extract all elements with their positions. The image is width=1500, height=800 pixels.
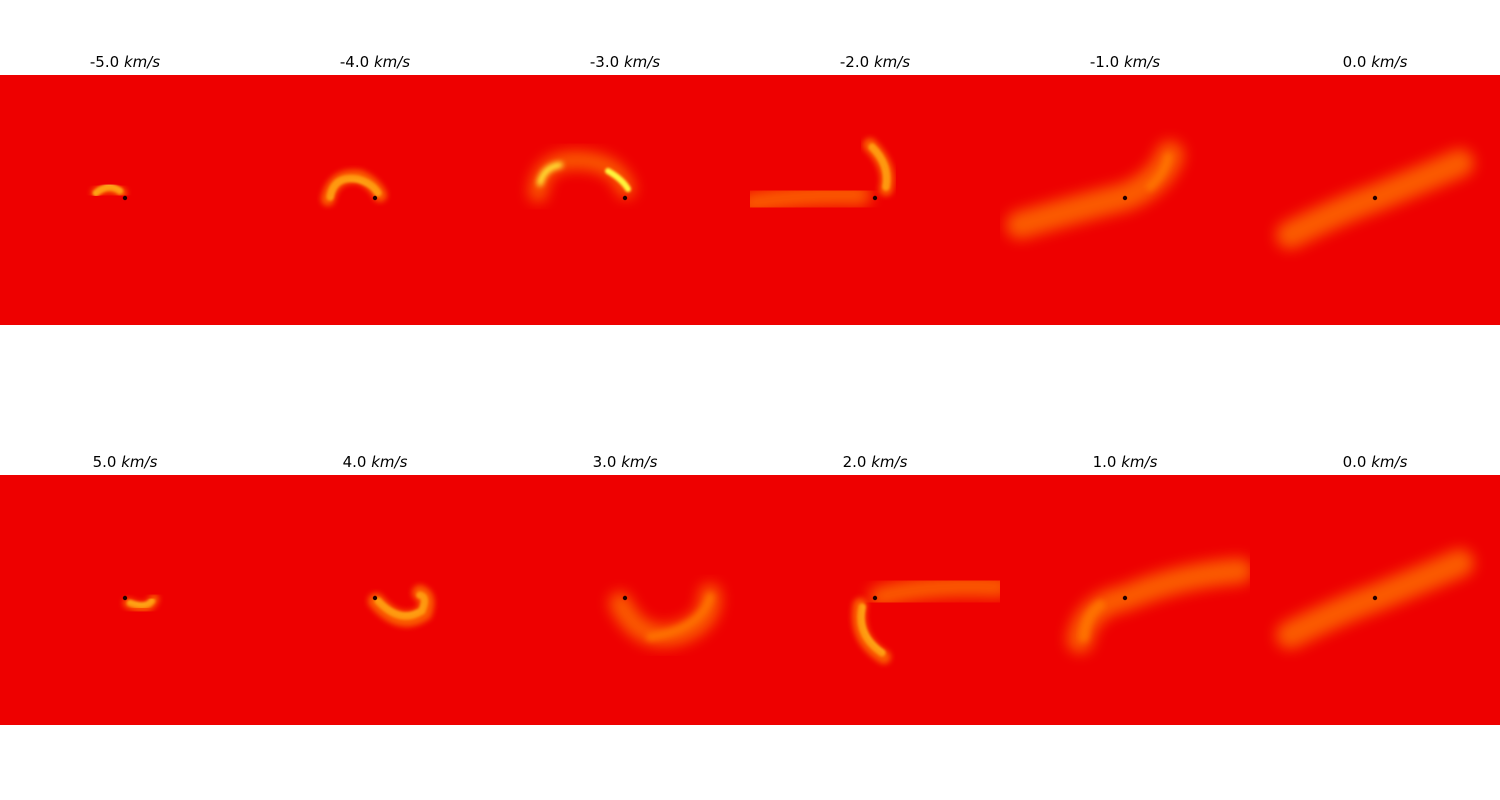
emission-structure — [1079, 600, 1105, 642]
velocity-value: 2.0 — [842, 453, 872, 471]
panel-title: 4.0 km/s — [250, 452, 500, 472]
central-star-core — [372, 595, 378, 601]
emission-structure — [750, 183, 871, 214]
velocity-value: 5.0 — [92, 453, 122, 471]
velocity-value: -5.0 — [89, 53, 124, 71]
channel-map-panel: -4.0 km/s — [250, 25, 500, 325]
channel-map-panel: 2.0 km/s — [750, 425, 1000, 725]
central-star-core — [872, 195, 878, 201]
emission-map — [0, 475, 250, 725]
emission-map — [750, 75, 1000, 325]
emission-structure — [321, 169, 387, 206]
central-star-core — [622, 595, 628, 601]
velocity-unit: km/s — [123, 53, 161, 71]
velocity-unit: km/s — [871, 453, 908, 471]
emission-map — [1250, 475, 1500, 725]
emission-map — [1000, 75, 1250, 325]
velocity-value: -3.0 — [589, 53, 624, 71]
velocity-unit: km/s — [1371, 453, 1408, 471]
channel-map-panel: 5.0 km/s — [0, 425, 250, 725]
emission-map — [0, 75, 250, 325]
central-star-core — [1372, 595, 1378, 601]
emission-structure — [646, 593, 714, 641]
velocity-value: 0.0 — [1342, 453, 1372, 471]
central-star-core — [872, 595, 878, 601]
emission-structure — [863, 138, 895, 196]
channel-map-panel: 1.0 km/s — [1000, 425, 1250, 725]
emission-map — [250, 475, 500, 725]
channel-map-panel: 3.0 km/s — [500, 425, 750, 725]
velocity-unit: km/s — [121, 453, 158, 471]
emission-map — [250, 75, 500, 325]
panel-title: 2.0 km/s — [750, 452, 1000, 472]
velocity-value: -1.0 — [1089, 53, 1124, 71]
velocity-unit: km/s — [1121, 453, 1158, 471]
velocity-unit: km/s — [371, 453, 408, 471]
panel-title: -4.0 km/s — [250, 52, 500, 72]
central-star-core — [1122, 595, 1128, 601]
emission-structure — [368, 585, 435, 627]
top-row-channel-maps: -5.0 km/s -4.0 km/s -3.0 km/s -2.0 km/s -1.0… — [0, 25, 1500, 325]
velocity-value: -2.0 — [839, 53, 874, 71]
panel-title: 0.0 km/s — [1250, 452, 1500, 472]
velocity-unit: km/s — [373, 53, 411, 71]
velocity-value: 4.0 — [342, 453, 372, 471]
velocity-unit: km/s — [623, 53, 661, 71]
emission-structure — [852, 598, 891, 664]
emission-map — [1250, 75, 1500, 325]
central-star-core — [372, 195, 378, 201]
emission-map — [1000, 475, 1250, 725]
velocity-value: 3.0 — [592, 453, 622, 471]
central-star-core — [1122, 195, 1128, 201]
channel-map-panel: 0.0 km/s — [1250, 425, 1500, 725]
channel-map-panel: -5.0 km/s — [0, 25, 250, 325]
emission-map — [500, 75, 750, 325]
channel-map-panel: 4.0 km/s — [250, 425, 500, 725]
channel-map-panel: -2.0 km/s — [750, 25, 1000, 325]
velocity-unit: km/s — [1371, 53, 1408, 71]
channel-map-panel: -3.0 km/s — [500, 25, 750, 325]
velocity-unit: km/s — [621, 453, 658, 471]
emission-map — [750, 475, 1000, 725]
central-star-core — [122, 195, 128, 201]
velocity-unit: km/s — [873, 53, 911, 71]
channel-map-panel: 0.0 km/s — [1250, 25, 1500, 325]
velocity-value: 0.0 — [1342, 53, 1372, 71]
emission-structure — [91, 183, 127, 198]
velocity-unit: km/s — [1123, 53, 1161, 71]
panel-title: 3.0 km/s — [500, 452, 750, 472]
emission-map — [500, 475, 750, 725]
emission-structure — [123, 594, 159, 613]
panel-title: 1.0 km/s — [1000, 452, 1250, 472]
emission-structure — [537, 162, 563, 186]
central-star-core — [1372, 195, 1378, 201]
bottom-row-channel-maps: 5.0 km/s 4.0 km/s 3.0 km/s 2.0 km/s 1.0 km/s… — [0, 425, 1500, 725]
central-star-core — [622, 195, 628, 201]
panel-title: 0.0 km/s — [1250, 52, 1500, 72]
emission-structure — [605, 168, 631, 192]
velocity-value: -4.0 — [339, 53, 374, 71]
panel-title: -5.0 km/s — [0, 52, 250, 72]
emission-structure — [1146, 153, 1172, 191]
panel-title: -1.0 km/s — [1000, 52, 1250, 72]
panel-title: -3.0 km/s — [500, 52, 750, 72]
panel-title: 5.0 km/s — [0, 452, 250, 472]
emission-structure — [869, 575, 1000, 608]
velocity-value: 1.0 — [1092, 453, 1122, 471]
channel-map-panel: -1.0 km/s — [1000, 25, 1250, 325]
panel-title: -2.0 km/s — [750, 52, 1000, 72]
central-star-core — [122, 595, 128, 601]
